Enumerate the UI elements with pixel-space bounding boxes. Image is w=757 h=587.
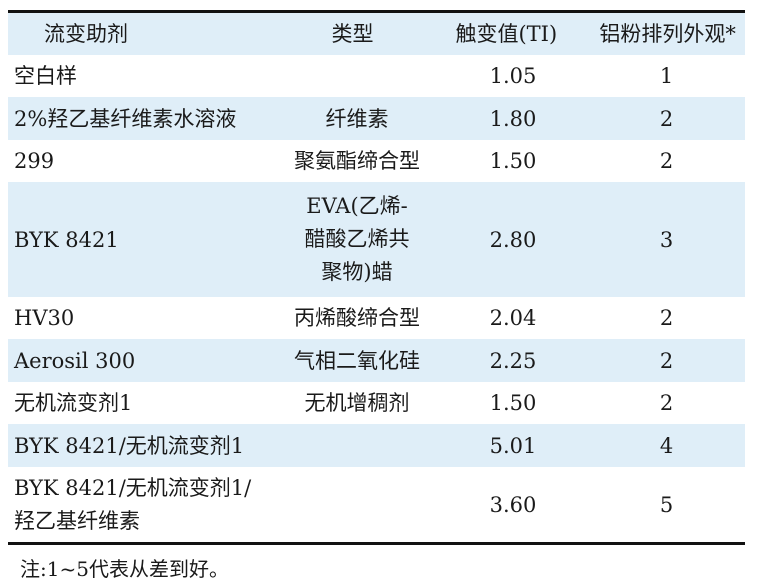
cell-ti: 1.05 xyxy=(489,64,537,88)
table-footnote: 注:1~5代表从差到好。 xyxy=(20,557,229,581)
cell-appearance: 2 xyxy=(659,149,674,173)
header-ti: 触变值(TI) xyxy=(455,22,558,46)
cell-agent: BYK 8421/无机流变剂1 xyxy=(14,433,245,458)
table-row: BYK 8421/无机流变剂1/ 羟乙基纤维素 3.60 5 xyxy=(8,467,745,542)
cell-agent: 2%羟乙基纤维素水溶液 xyxy=(14,106,237,131)
cell-agent: HV30 xyxy=(14,306,75,330)
cell-ti: 2.04 xyxy=(489,306,537,330)
table-row: 无机流变剂1 无机增稠剂 1.50 2 xyxy=(8,382,745,424)
table-row: 空白样 1.05 1 xyxy=(8,55,745,97)
cell-type: 纤维素 xyxy=(325,106,389,131)
cell-appearance: 2 xyxy=(659,306,674,330)
table-row: 2%羟乙基纤维素水溶液 纤维素 1.80 2 xyxy=(8,97,745,140)
cell-appearance: 2 xyxy=(659,106,674,131)
cell-type: 无机增稠剂 xyxy=(304,391,410,415)
cell-appearance: 1 xyxy=(659,64,674,88)
cell-type: 气相二氧化硅 xyxy=(294,348,420,373)
cell-agent: Aerosil 300 xyxy=(14,348,136,373)
cell-ti: 1.50 xyxy=(489,391,537,415)
cell-ti: 2.80 xyxy=(489,227,537,252)
cell-agent: BYK 8421 xyxy=(14,227,119,252)
table-row: Aerosil 300 气相二氧化硅 2.25 2 xyxy=(8,339,745,382)
cell-ti: 1.80 xyxy=(489,106,537,131)
cell-appearance: 3 xyxy=(659,227,674,252)
cell-appearance: 4 xyxy=(659,433,674,458)
cell-type: 丙烯酸缔合型 xyxy=(294,306,420,330)
cell-agent: 299 xyxy=(14,149,55,173)
cell-appearance: 5 xyxy=(659,492,674,517)
header-type: 类型 xyxy=(331,22,374,46)
table-top-rule xyxy=(8,10,745,13)
header-agent: 流变助剂 xyxy=(44,22,128,46)
cell-type: 聚氨酯缔合型 xyxy=(294,149,420,173)
cell-appearance: 2 xyxy=(659,391,674,415)
cell-type: EVA(乙烯- 醋酸乙烯共 聚物)蜡 xyxy=(304,194,410,284)
cell-ti: 5.01 xyxy=(489,433,537,458)
table-row: BYK 8421/无机流变剂1 5.01 4 xyxy=(8,424,745,467)
cell-agent: 空白样 xyxy=(14,64,77,88)
table-row: HV30 丙烯酸缔合型 2.04 2 xyxy=(8,297,745,339)
cell-agent: BYK 8421/无机流变剂1/ 羟乙基纤维素 xyxy=(14,475,252,533)
table-header-row: 流变助剂 类型 触变值(TI) 铝粉排列外观* xyxy=(8,13,745,55)
cell-ti: 3.60 xyxy=(489,492,537,517)
cell-agent: 无机流变剂1 xyxy=(14,391,133,415)
cell-ti: 1.50 xyxy=(489,149,537,173)
rheology-agent-table: 流变助剂 类型 触变值(TI) 铝粉排列外观* 空白样 1.05 1 2%羟乙基… xyxy=(8,10,745,545)
header-appearance: 铝粉排列外观* xyxy=(599,22,736,46)
cell-ti: 2.25 xyxy=(489,348,537,373)
table-row: 299 聚氨酯缔合型 1.50 2 xyxy=(8,140,745,182)
cell-appearance: 2 xyxy=(659,348,674,373)
table-bottom-rule xyxy=(8,542,745,545)
table-row: BYK 8421 EVA(乙烯- 醋酸乙烯共 聚物)蜡 2.80 3 xyxy=(8,182,745,297)
